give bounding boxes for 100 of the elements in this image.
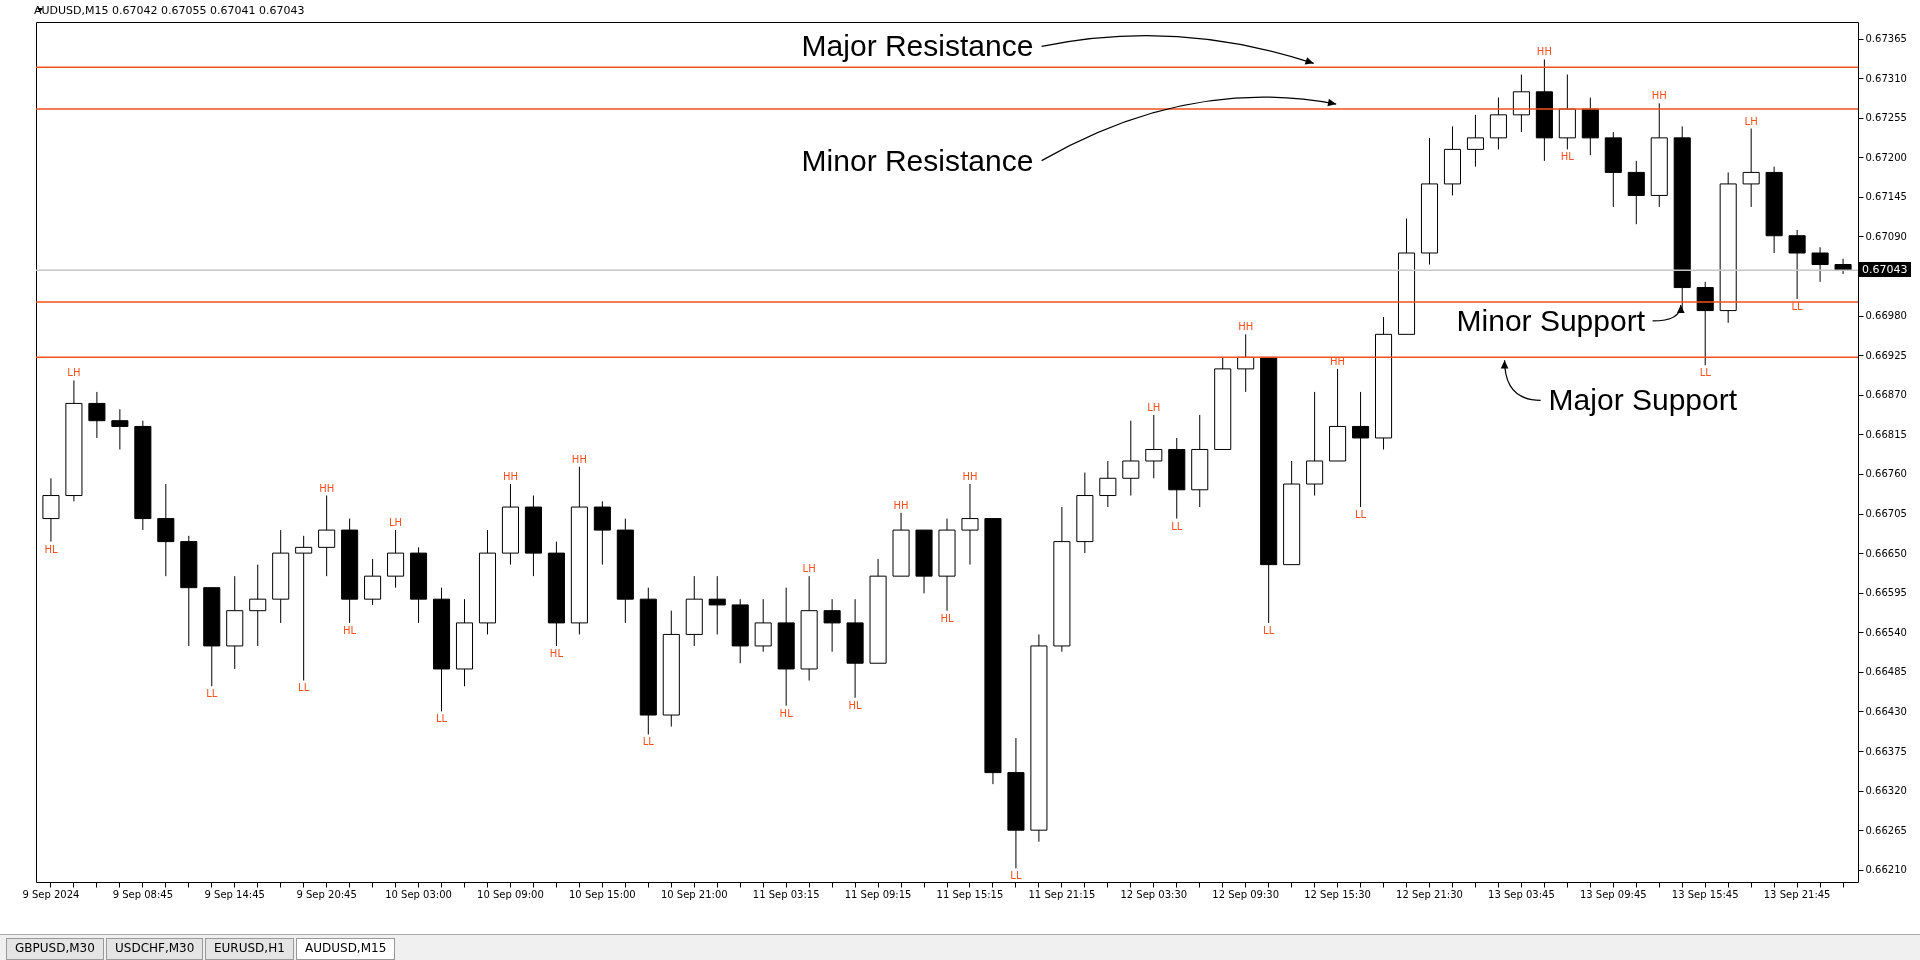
x-tick-label: 13 Sep 09:45 [1579,888,1647,900]
text: GBPUSD,M30 [6,938,104,960]
x-tick-label: 9 Sep 14:45 [204,888,265,900]
x-tick-label: 11 Sep 03:15 [752,888,820,900]
y-tick-label: 0.66925 [1865,349,1907,361]
candlestick [1627,160,1645,225]
text: HH [893,499,909,511]
x-tick-label: 10 Sep 15:00 [568,888,636,900]
text: LL [1263,624,1275,636]
text: LL [298,682,310,694]
candlestick [88,391,106,439]
x-tick-label: 12 Sep 03:30 [1120,888,1188,900]
candlestick [754,598,772,653]
candlestick [708,575,726,635]
candlestick [295,535,313,681]
y-tick-label: 0.66650 [1865,547,1907,559]
candlestick [1742,128,1760,208]
text: AUDUSD,M15 [296,938,396,960]
text: HH [1536,46,1552,58]
text: LH [802,563,816,575]
y-tick-label: 0.66265 [1865,824,1907,836]
candlestick [1788,229,1806,300]
y-tick-label: 0.66870 [1865,389,1907,401]
candlestick [823,598,841,653]
text: HL [343,624,357,636]
chart-title: AUDUSD,M15 0.67042 0.67055 0.67041 0.67043 [33,4,305,17]
x-tick-label: 10 Sep 21:00 [660,888,728,900]
y-tick-label: 0.66980 [1865,310,1907,322]
y-tick-label: 0.66485 [1865,666,1907,678]
text: HL [848,699,862,711]
text: USDCHF,M30 [106,938,204,960]
text: HL [940,612,954,624]
x-tick-label: 13 Sep 03:45 [1488,888,1555,900]
candlestick [42,477,60,543]
x-tick-label: 12 Sep 15:30 [1304,888,1371,900]
text: HH [1238,321,1254,333]
y-tick-label: 0.66430 [1865,705,1907,717]
y-tick-label: 0.66375 [1865,745,1907,757]
x-tick-label: 11 Sep 09:15 [844,888,912,900]
candlestick [1099,460,1117,508]
y-tick-label: 0.66705 [1865,508,1907,520]
y-tick-label: 0.67090 [1865,230,1907,242]
candlestick [1512,74,1530,133]
candlestick [1122,420,1140,497]
text: HH [319,482,335,494]
text: LL [1699,367,1711,379]
x-tick-label: 9 Sep 20:45 [296,888,357,900]
candlestick [318,495,336,577]
candlestick [1489,97,1507,150]
text: LL [642,736,654,748]
text: HL [1560,151,1574,163]
text: LL [1171,520,1183,532]
candlestick [1145,414,1163,479]
candlestick [961,483,979,566]
x-tick-label: 11 Sep 15:15 [936,888,1004,900]
candlestick [1834,258,1852,275]
x-tick-label: 13 Sep 21:45 [1763,888,1831,900]
y-tick-label: 0.67310 [1865,72,1907,84]
candlestick [1352,391,1370,508]
y-tick-label: 0.66540 [1865,626,1907,638]
text: LH [1744,115,1758,127]
x-tick-label: 9 Sep 2024 [22,888,80,900]
x-tick-label: 12 Sep 09:30 [1212,888,1280,900]
candlestick [1696,281,1714,366]
x-tick-label: 9 Sep 08:45 [112,888,174,900]
text: LL [1010,870,1022,882]
y-tick-label: 0.67365 [1865,33,1907,45]
y-tick-label: 0.67255 [1865,112,1907,124]
y-tick-label: 0.67145 [1865,191,1907,203]
text: HH [502,471,518,483]
text: HL [779,707,793,719]
text: LH [67,367,81,379]
text: HH [1651,90,1667,102]
y-tick-label: 0.66760 [1865,468,1907,480]
x-tick-label: 10 Sep 09:00 [477,888,544,900]
x-tick-label: 13 Sep 15:45 [1671,888,1739,900]
y-tick-label: 0.66595 [1865,587,1907,599]
x-tick-label: 10 Sep 03:00 [385,888,452,900]
text: HL [549,647,563,659]
ref-line-label: 0.67043 [1859,262,1911,278]
text: LL [206,688,218,700]
y-tick-label: 0.66210 [1865,864,1907,876]
ref-line-label: Major Support [1548,383,1738,417]
x-tick-label: 11 Sep 21:15 [1028,888,1096,900]
ref-line-label: Minor Resistance [801,143,1034,177]
ref-line-label: Major Resistance [801,29,1034,63]
candlestick [1306,391,1324,497]
text: LL [435,713,448,725]
y-tick-label: 0.66815 [1865,428,1907,440]
text: HH [962,471,978,483]
candlestick [364,558,382,606]
y-tick-label: 0.66320 [1865,785,1907,797]
y-tick-label: 0.67200 [1865,151,1907,163]
candlestick [157,483,175,577]
text: LH [389,517,403,529]
candlestick [593,500,611,566]
candlestick [249,564,267,647]
x-tick-label: 12 Sep 21:30 [1396,888,1463,900]
candlestick [1466,114,1484,168]
candlestick [1237,333,1255,393]
